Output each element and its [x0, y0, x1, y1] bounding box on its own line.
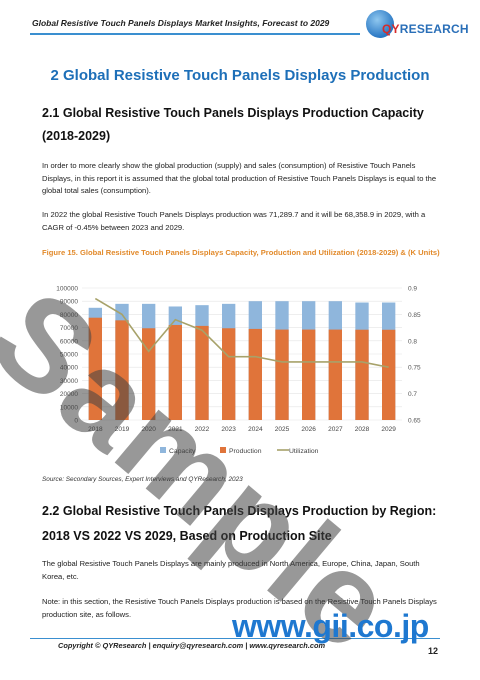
- section-heading: 2 Global Resistive Touch Panels Displays…: [0, 67, 480, 84]
- x-tick-label: 2027: [328, 426, 343, 433]
- x-tick-label: 2029: [381, 426, 396, 433]
- header-rule: [30, 33, 360, 35]
- subsection-heading-2-1: 2.1 Global Resistive Touch Panels Displa…: [42, 106, 424, 120]
- figure-caption: Figure 15. Global Resistive Touch Panels…: [42, 247, 442, 260]
- x-tick-label: 2025: [275, 426, 290, 433]
- header-title: Global Resistive Touch Panels Displays M…: [32, 18, 329, 28]
- paragraph-production-summary: In 2022 the global Resistive Touch Panel…: [42, 209, 442, 234]
- production-bar: [382, 330, 395, 420]
- x-tick-label: 2026: [301, 426, 316, 433]
- y-right-tick-label: 0.9: [408, 286, 417, 293]
- qyresearch-logo: QYRESEARCH: [362, 8, 472, 48]
- gii-watermark-url: www.gii.co.jp: [232, 608, 429, 645]
- production-bar: [329, 330, 342, 420]
- production-bar: [302, 330, 315, 420]
- logo-text: QYRESEARCH: [382, 22, 469, 36]
- y-right-tick-label: 0.7: [408, 391, 417, 398]
- legend-label: Utilization: [289, 448, 319, 455]
- y-right-tick-label: 0.65: [408, 418, 421, 425]
- production-bar: [355, 330, 368, 420]
- production-bar: [249, 329, 262, 420]
- y-right-tick-label: 0.85: [408, 312, 421, 319]
- production-bar: [275, 330, 288, 420]
- y-right-tick-label: 0.8: [408, 338, 417, 345]
- y-right-tick-label: 0.75: [408, 365, 421, 372]
- page-number: 12: [428, 646, 438, 656]
- x-tick-label: 2028: [355, 426, 370, 433]
- subsection-heading-2-1-years: (2018-2029): [42, 129, 110, 143]
- paragraph-assumption: In order to more clearly show the global…: [42, 160, 442, 198]
